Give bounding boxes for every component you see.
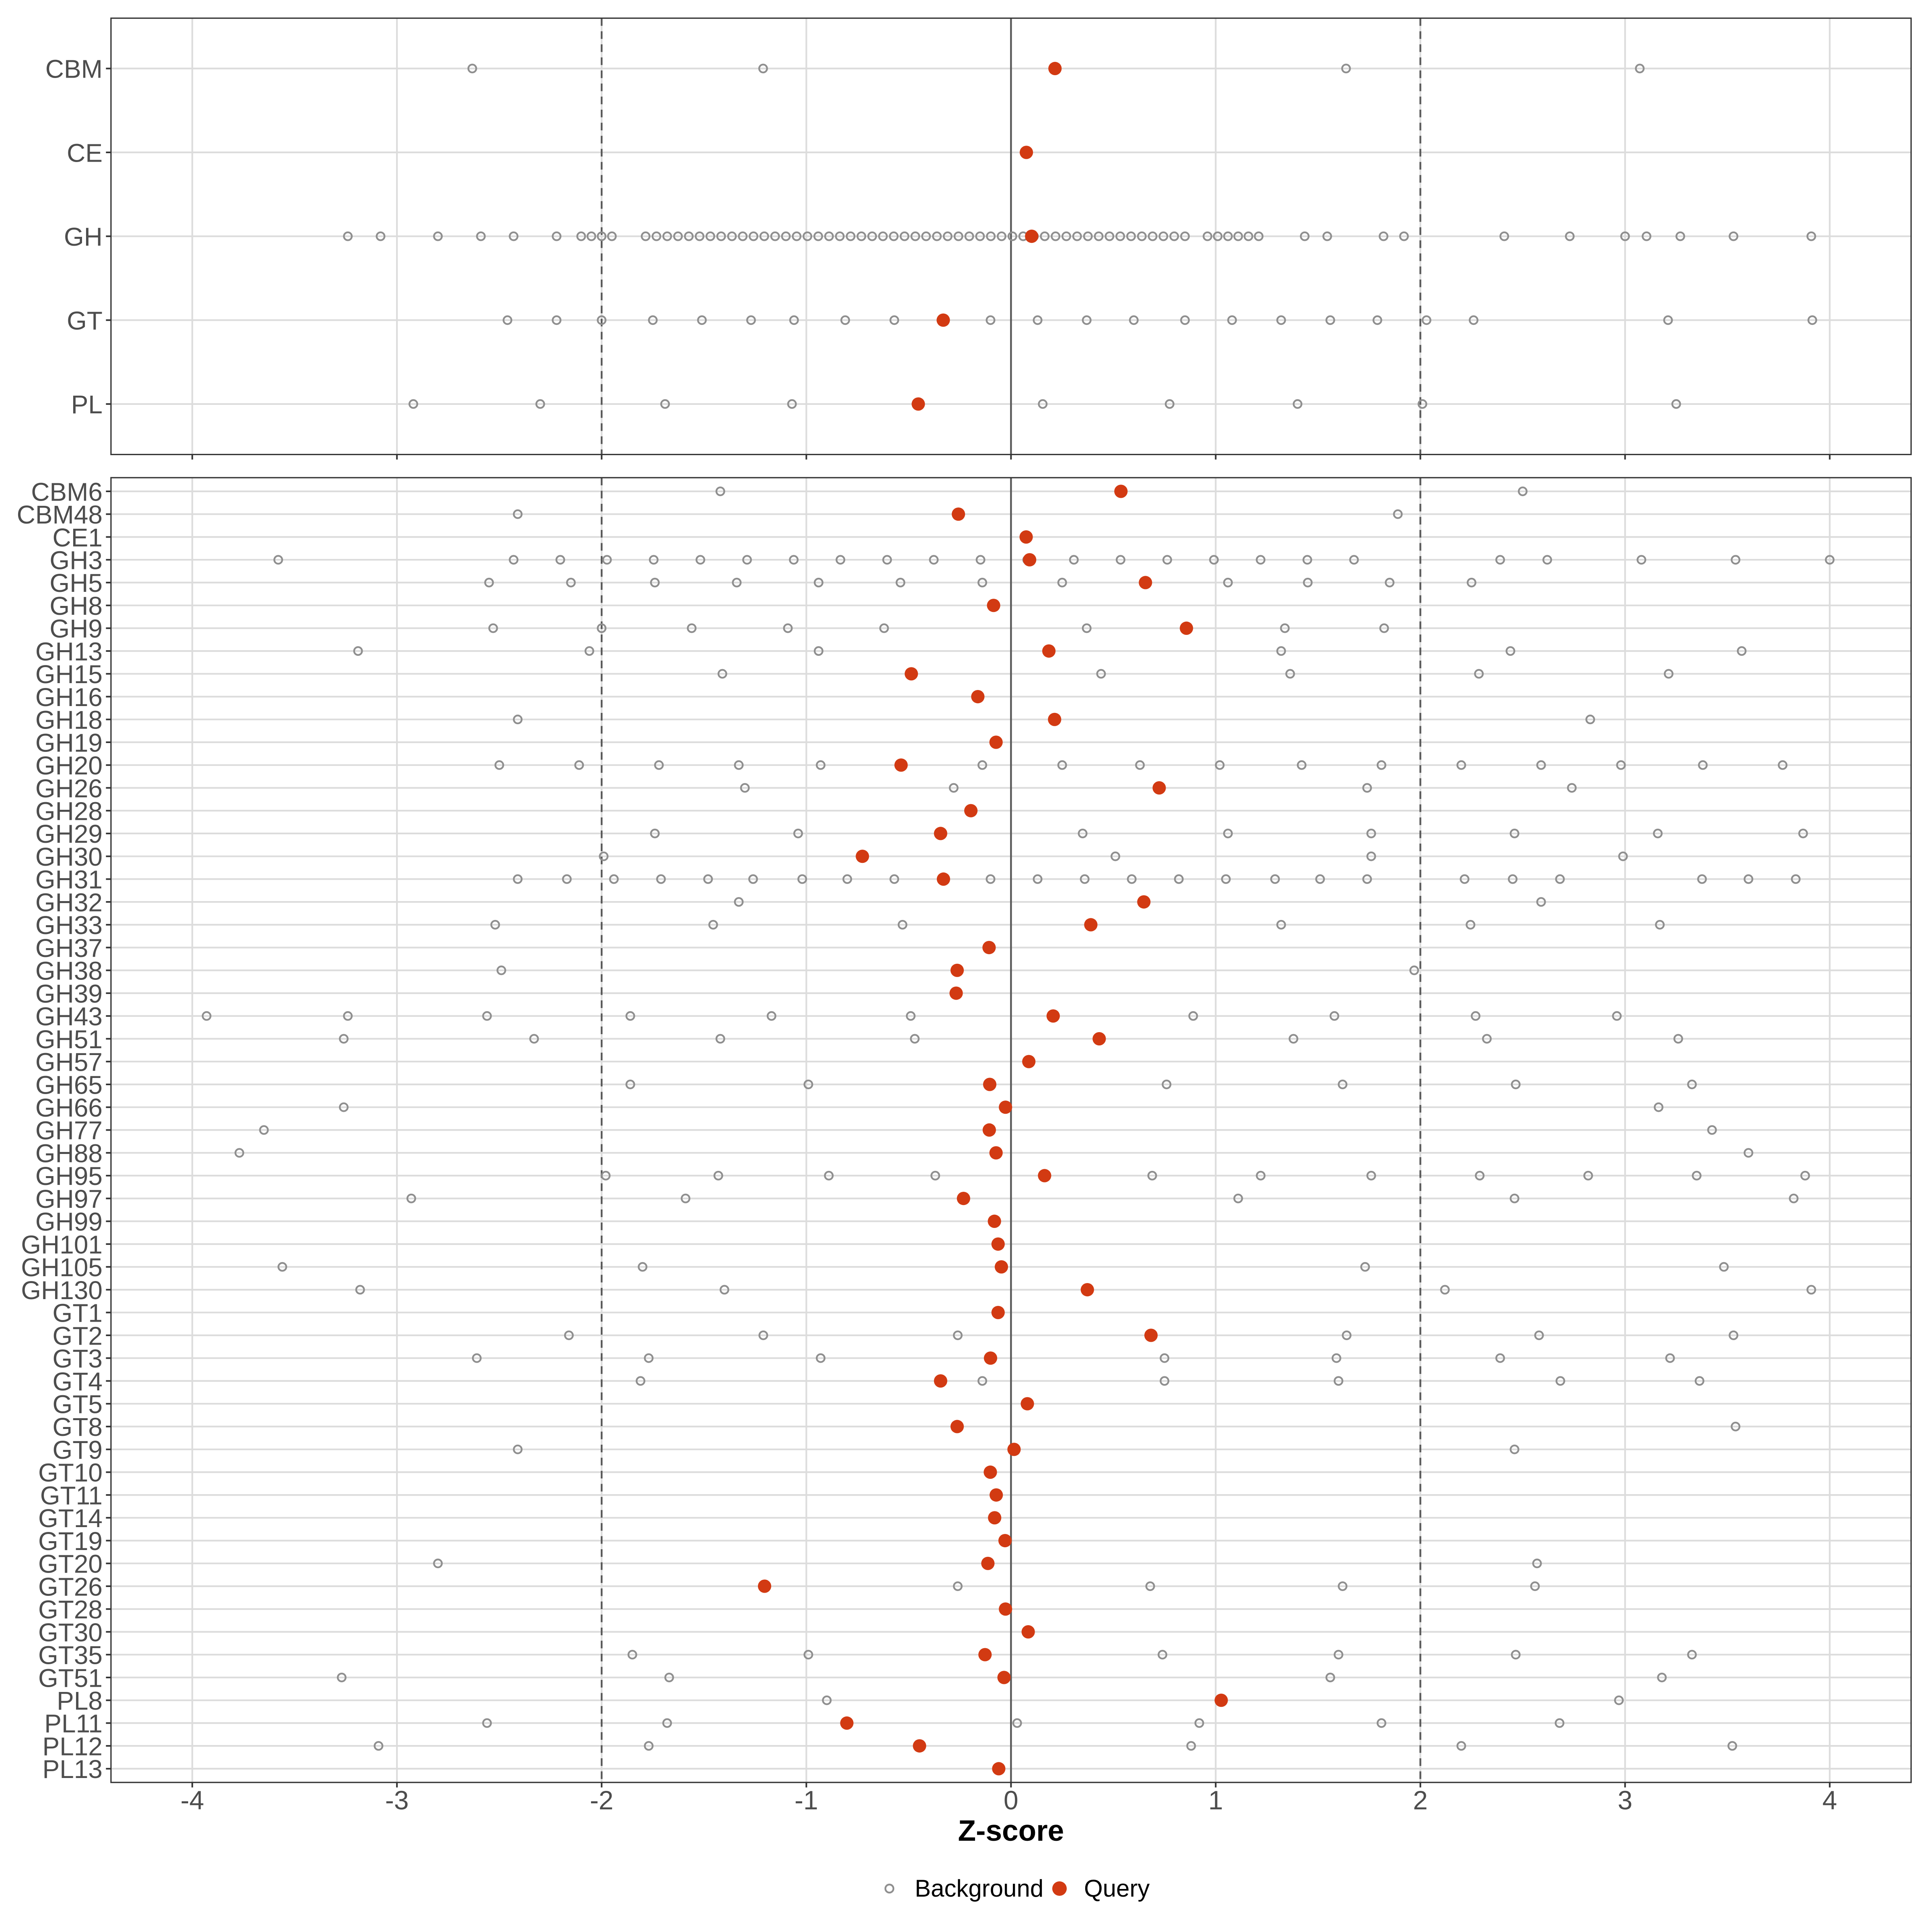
svg-text:GT35: GT35 <box>38 1641 103 1670</box>
svg-text:GH9: GH9 <box>49 614 103 643</box>
svg-text:PL8: PL8 <box>57 1686 103 1715</box>
svg-text:GH19: GH19 <box>35 728 103 757</box>
svg-text:GT19: GT19 <box>38 1527 103 1556</box>
svg-text:GH105: GH105 <box>21 1253 103 1282</box>
svg-text:CBM6: CBM6 <box>31 477 103 506</box>
svg-text:GH30: GH30 <box>35 842 103 871</box>
svg-text:-1: -1 <box>795 1785 818 1815</box>
svg-text:CE1: CE1 <box>53 523 103 552</box>
svg-text:GT51: GT51 <box>38 1663 103 1692</box>
svg-text:GH77: GH77 <box>35 1116 103 1145</box>
svg-text:GH15: GH15 <box>35 660 103 689</box>
svg-text:GH5: GH5 <box>49 569 103 597</box>
svg-text:1: 1 <box>1208 1785 1223 1815</box>
svg-text:4: 4 <box>1822 1785 1837 1815</box>
svg-text:GH18: GH18 <box>35 706 103 735</box>
svg-text:GH28: GH28 <box>35 797 103 826</box>
svg-text:PL11: PL11 <box>44 1709 103 1738</box>
svg-text:GH57: GH57 <box>35 1048 103 1077</box>
svg-text:-3: -3 <box>385 1785 409 1815</box>
svg-text:GH: GH <box>64 222 103 251</box>
svg-text:GT: GT <box>67 306 103 335</box>
svg-text:GT3: GT3 <box>53 1344 103 1373</box>
svg-text:GH65: GH65 <box>35 1070 103 1099</box>
svg-text:GT8: GT8 <box>53 1413 103 1441</box>
svg-text:GH26: GH26 <box>35 774 103 803</box>
svg-text:GH101: GH101 <box>21 1230 103 1259</box>
svg-text:GH38: GH38 <box>35 957 103 986</box>
svg-text:GH29: GH29 <box>35 819 103 848</box>
svg-text:CBM48: CBM48 <box>17 500 103 529</box>
svg-text:GT30: GT30 <box>38 1618 103 1647</box>
svg-text:GT28: GT28 <box>38 1595 103 1624</box>
svg-text:GH33: GH33 <box>35 911 103 940</box>
svg-text:GT20: GT20 <box>38 1550 103 1579</box>
svg-text:GT2: GT2 <box>53 1321 103 1350</box>
svg-text:GH20: GH20 <box>35 751 103 780</box>
svg-text:GH31: GH31 <box>35 865 103 894</box>
svg-text:GT5: GT5 <box>53 1390 103 1419</box>
svg-text:PL: PL <box>71 390 103 419</box>
svg-text:GH32: GH32 <box>35 888 103 917</box>
svg-text:GT14: GT14 <box>38 1504 103 1533</box>
svg-text:GH3: GH3 <box>49 546 103 575</box>
svg-text:GH130: GH130 <box>21 1276 103 1305</box>
svg-text:GH8: GH8 <box>49 591 103 620</box>
svg-text:2: 2 <box>1413 1785 1428 1815</box>
svg-text:GT9: GT9 <box>53 1435 103 1464</box>
svg-text:GH39: GH39 <box>35 979 103 1008</box>
svg-text:GT26: GT26 <box>38 1572 103 1601</box>
svg-text:GH99: GH99 <box>35 1207 103 1236</box>
svg-text:-2: -2 <box>590 1785 614 1815</box>
svg-text:GH43: GH43 <box>35 1002 103 1031</box>
svg-text:GH16: GH16 <box>35 683 103 712</box>
svg-text:GT11: GT11 <box>40 1481 103 1510</box>
svg-text:GT4: GT4 <box>53 1367 103 1396</box>
svg-text:GH37: GH37 <box>35 934 103 963</box>
svg-text:0: 0 <box>1004 1785 1018 1815</box>
svg-text:GH95: GH95 <box>35 1162 103 1191</box>
svg-text:GH13: GH13 <box>35 637 103 666</box>
svg-text:PL12: PL12 <box>43 1732 103 1761</box>
svg-text:Background: Background <box>915 1875 1043 1902</box>
svg-text:GH97: GH97 <box>35 1185 103 1213</box>
svg-text:Query: Query <box>1084 1875 1150 1902</box>
svg-text:GT1: GT1 <box>53 1299 103 1328</box>
svg-text:GT10: GT10 <box>38 1458 103 1487</box>
svg-text:GH51: GH51 <box>35 1025 103 1054</box>
svg-text:PL13: PL13 <box>43 1755 103 1784</box>
svg-text:GH66: GH66 <box>35 1093 103 1122</box>
svg-text:3: 3 <box>1618 1785 1632 1815</box>
svg-text:GH88: GH88 <box>35 1139 103 1168</box>
svg-text:Z-score: Z-score <box>958 1815 1064 1847</box>
svg-text:CE: CE <box>67 138 103 167</box>
svg-text:CBM: CBM <box>45 55 103 84</box>
svg-text:-4: -4 <box>181 1785 204 1815</box>
